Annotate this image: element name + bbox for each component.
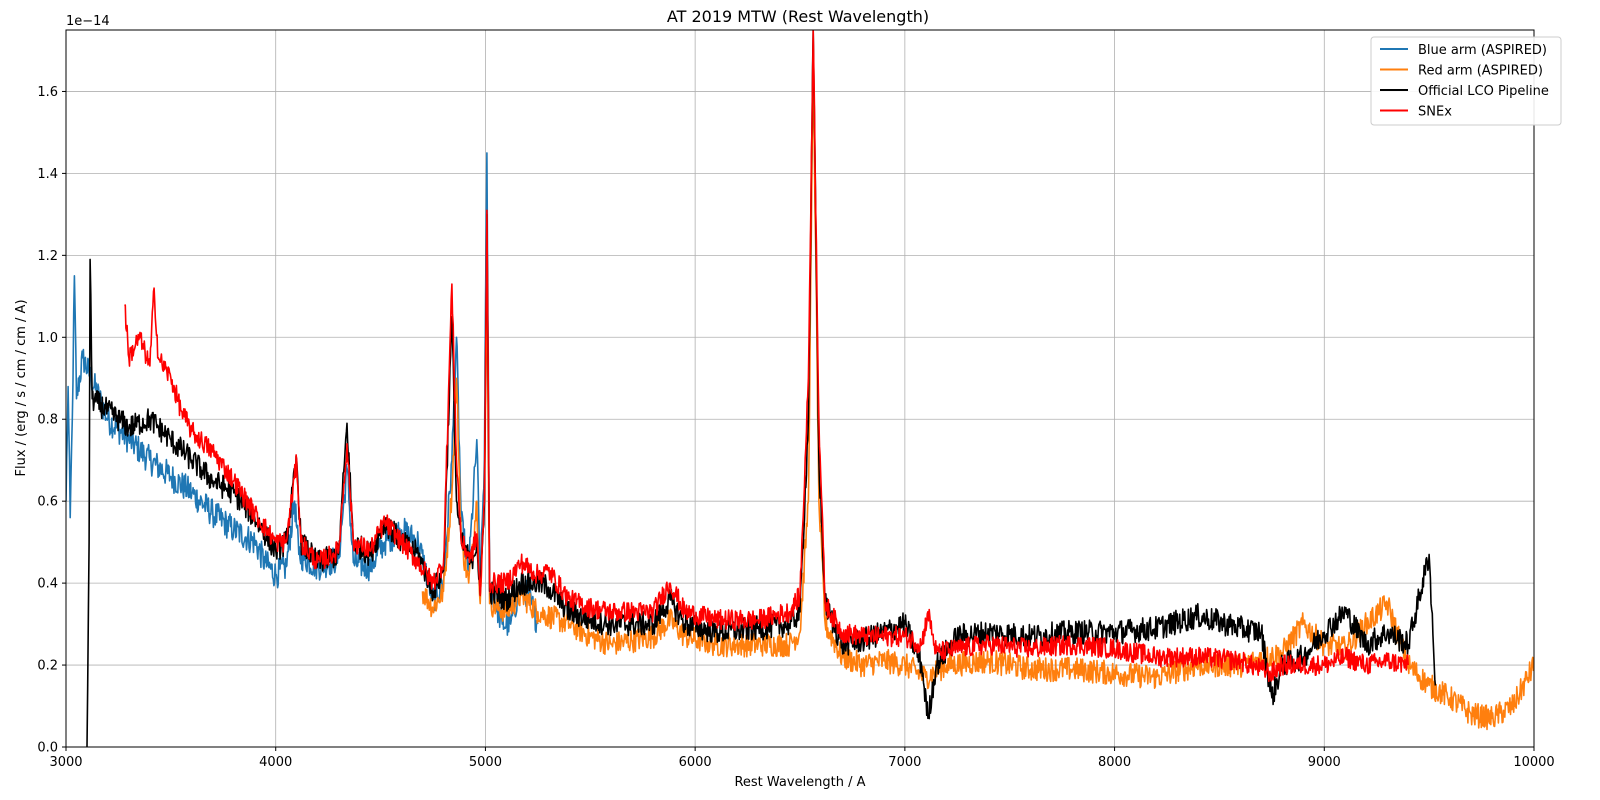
y-tick-label: 0.0 [37,741,58,756]
x-tick-label: 5000 [469,755,502,770]
series-lines [66,30,1534,747]
y-axis-label: Flux / (erg / s / cm / cm / A) [14,299,29,476]
legend-label: Red arm (ASPIRED) [1418,64,1543,79]
x-tick-label: 10000 [1513,755,1554,770]
plot-frame [65,29,1535,748]
x-tick-label: 4000 [259,755,292,770]
y-tick-label: 0.6 [37,495,58,510]
y-tick-label: 1.4 [37,167,58,182]
x-tick-label: 6000 [679,755,712,770]
axis-ticks: 3000 4000 5000 6000 7000 8000 9000 10000 0.0 0.2 0… [37,85,1554,770]
legend-label: SNEx [1418,105,1452,120]
y-tick-label: 1.6 [37,85,58,100]
legend-box [1370,36,1562,126]
series-line-2 [86,30,1437,747]
chart-title: AT 2019 MTW (Rest Wavelength) [667,7,929,26]
y-tick-label: 0.2 [37,659,58,674]
x-tick-label: 3000 [49,755,82,770]
x-axis-label: Rest Wavelength / A [734,775,865,790]
series-line-3 [124,30,1409,683]
series-line-0 [66,152,539,636]
y-offset-label: 1e−14 [66,14,110,29]
x-tick-label: 7000 [888,755,921,770]
x-tick-label: 9000 [1308,755,1341,770]
legend: Blue arm (ASPIRED) Red arm (ASPIRED) Offic… [1370,36,1562,126]
y-tick-label: 1.0 [37,331,58,346]
y-tick-label: 1.2 [37,249,58,264]
y-tick-label: 0.4 [37,577,58,592]
x-tick-label: 8000 [1098,755,1131,770]
legend-label: Blue arm (ASPIRED) [1418,43,1547,58]
y-tick-label: 0.8 [37,413,58,428]
legend-label: Official LCO Pipeline [1418,84,1549,99]
